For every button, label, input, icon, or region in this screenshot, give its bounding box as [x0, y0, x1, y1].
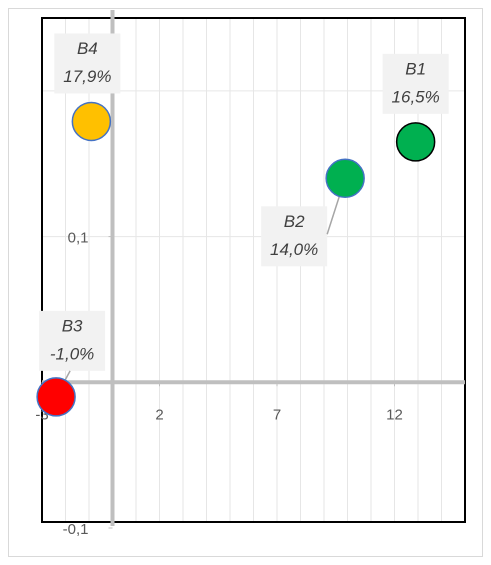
label-box — [54, 33, 121, 94]
plot-border — [41, 17, 466, 523]
data-label: -1,0% — [50, 344, 94, 363]
series-name: B1 — [405, 59, 426, 78]
x-tick-label: 2 — [155, 406, 163, 423]
data-label: 17,9% — [63, 67, 111, 86]
label-box — [261, 206, 328, 267]
bubble — [325, 158, 365, 199]
series-name: B3 — [62, 316, 83, 335]
series-name: B2 — [284, 212, 305, 231]
series-name: B4 — [77, 39, 98, 58]
data-label: 14,0% — [270, 240, 318, 259]
x-tick-label: 7 — [273, 406, 281, 423]
bubble — [71, 101, 112, 142]
label-box — [382, 53, 449, 114]
chart-frame — [8, 8, 483, 557]
bubble — [395, 122, 436, 162]
y-tick-label: 0,1 — [68, 230, 89, 247]
label-box — [39, 310, 106, 371]
y-tick-label: -0,1 — [63, 521, 89, 538]
x-tick-label: 12 — [386, 406, 403, 423]
bubble — [36, 377, 76, 417]
data-label: 16,5% — [392, 87, 440, 106]
